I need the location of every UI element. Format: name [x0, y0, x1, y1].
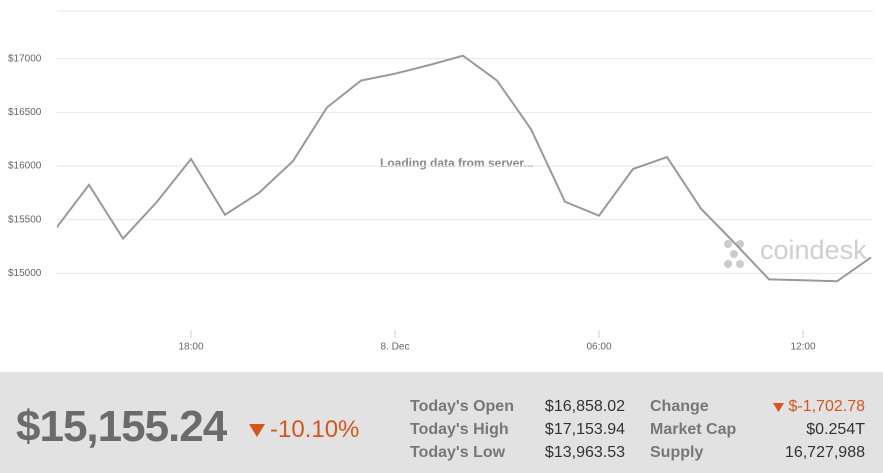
stat-value: $-1,702.78	[788, 398, 865, 415]
stat-value: 16,727,988	[784, 444, 865, 461]
chart: Loading data from server... coindesk $15…	[8, 10, 873, 353]
price: $15,155.24	[16, 402, 227, 451]
stat-label: Supply	[650, 444, 704, 461]
stat-value: $13,963.53	[544, 444, 625, 461]
stat-value: $16,858.02	[544, 398, 625, 415]
down-arrow	[773, 403, 784, 412]
stat-value: $17,153.94	[544, 421, 625, 438]
summary-bar: $15,155.24 -10.10% Today's Open $16,858.0…	[0, 372, 883, 473]
y-tick-label: $17000	[8, 53, 42, 64]
x-tick-label: 12:00	[790, 342, 815, 353]
stat-label: Today's Low	[410, 444, 506, 461]
y-tick-label: $16500	[8, 107, 42, 118]
y-tick-label: $15000	[8, 268, 42, 279]
watermark: coindesk	[760, 235, 867, 265]
price-line	[57, 54, 872, 283]
x-tick-label: 18:00	[178, 342, 203, 353]
stat-label: Market Cap	[650, 421, 737, 438]
loading-text: Loading data from server...	[380, 156, 533, 170]
y-tick-label: $16000	[8, 161, 42, 172]
y-tick-label: $15500	[8, 214, 42, 225]
down-arrow	[249, 424, 265, 437]
stat-label: Today's High	[410, 421, 509, 438]
stat-value: $0.254T	[806, 421, 865, 438]
stat-label: Change	[650, 398, 709, 415]
stat-label: Today's Open	[410, 398, 514, 415]
watermark-logo	[724, 240, 744, 268]
x-tick-label: 8. Dec	[381, 342, 410, 353]
change-percent: -10.10%	[270, 416, 360, 443]
x-tick-label: 06:00	[586, 342, 611, 353]
